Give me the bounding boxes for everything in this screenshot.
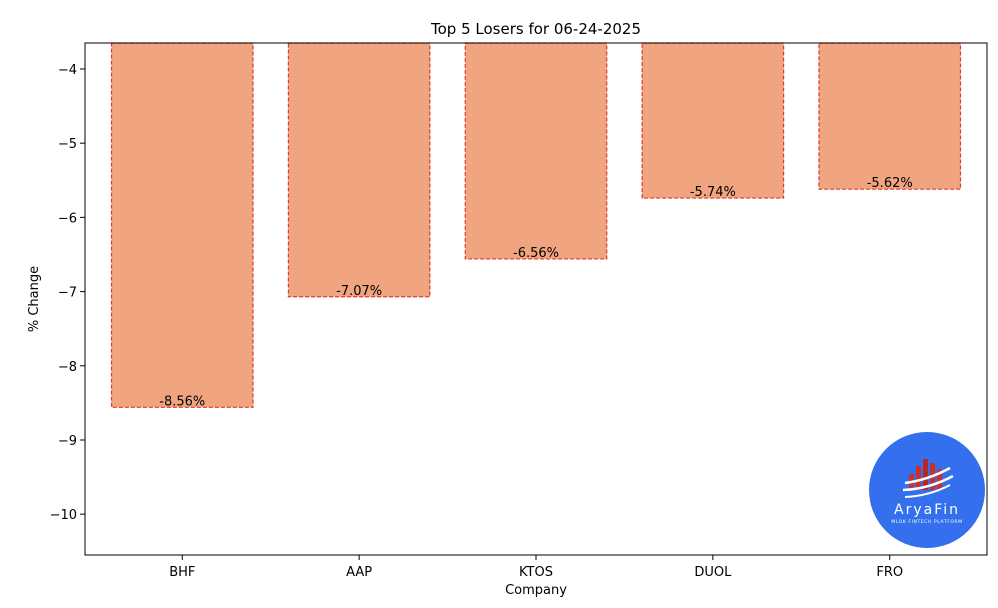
aryafin-logo: AryaFin MLOK FINTECH PLATFORM	[869, 432, 985, 548]
logo-name: AryaFin	[894, 502, 960, 518]
y-tick-label: −5	[58, 137, 77, 152]
y-tick-label: −10	[50, 508, 77, 523]
y-axis-label: % Change	[27, 266, 42, 332]
y-tick-label: −7	[58, 286, 77, 301]
bar-fro	[818, 42, 962, 190]
bar-ktos	[464, 42, 608, 260]
data-label-bhf: -8.56%	[159, 394, 205, 409]
y-tick-label: −4	[58, 63, 77, 78]
x-tick-label: BHF	[169, 565, 195, 580]
logo-tagline: MLOK FINTECH PLATFORM	[891, 519, 963, 525]
bar-aap	[287, 42, 431, 298]
y-tick-label: −8	[58, 360, 77, 375]
x-tick-label: DUOL	[694, 565, 732, 580]
x-axis: BHF AAP KTOS DUOL FRO	[169, 555, 903, 580]
data-label-ktos: -6.56%	[513, 246, 559, 261]
data-label-aap: -7.07%	[336, 284, 382, 299]
bars-group	[110, 42, 962, 408]
data-label-duol: -5.74%	[690, 185, 736, 200]
bar-duol	[641, 42, 785, 199]
data-labels-group: -8.56% -7.07% -6.56% -5.74% -5.62%	[159, 176, 912, 409]
x-tick-label: AAP	[346, 565, 372, 580]
bar-bhf	[110, 42, 254, 408]
x-axis-label: Company	[505, 583, 567, 598]
y-axis: −4 −5 −6 −7 −8 −9 −10	[50, 63, 85, 523]
x-tick-label: FRO	[876, 565, 903, 580]
y-tick-label: −6	[58, 211, 77, 226]
chart-title: Top 5 Losers for 06-24-2025	[430, 20, 641, 38]
x-tick-label: KTOS	[519, 565, 553, 580]
bars-chart-icon	[902, 459, 954, 498]
y-tick-label: −9	[58, 434, 77, 449]
data-label-fro: -5.62%	[867, 176, 913, 191]
